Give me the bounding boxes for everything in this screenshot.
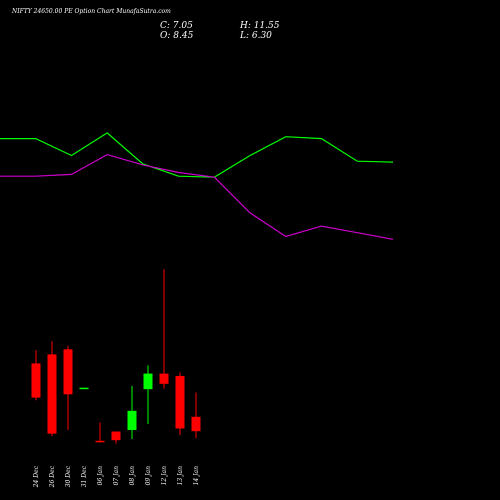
candle (31, 350, 41, 401)
candle-body (191, 416, 201, 432)
candle (47, 341, 57, 436)
candle (159, 269, 169, 389)
x-tick-label: 30 Dec (65, 465, 72, 487)
candle-body (159, 373, 169, 384)
candlesticks (31, 269, 201, 444)
x-tick-label: 07 Jan (113, 466, 120, 486)
candle-body (47, 354, 57, 434)
x-tick-label: 14 Jan (193, 466, 200, 486)
candle-body (63, 349, 73, 395)
open-value: O: 8.45 (160, 31, 194, 41)
candle-body (175, 376, 185, 429)
candle (127, 385, 137, 439)
high-value: H: 11.55 (240, 21, 280, 31)
x-tick-label: 08 Jan (129, 466, 136, 486)
candle-body (95, 440, 105, 443)
candle-body (143, 373, 153, 390)
x-tick-label: 06 Jan (97, 466, 104, 486)
x-tick-label: 09 Jan (145, 466, 152, 486)
candle (79, 387, 89, 390)
candle-body (111, 431, 121, 441)
indicator-line-2 (0, 153, 394, 240)
x-axis-labels: 24 Dec 26 Dec 30 Dec 31 Dec 06 Jan 07 Jan 08 J… (33, 465, 200, 488)
indicator-line-1 (0, 132, 394, 178)
candle-body (79, 387, 89, 390)
x-tick-label: 26 Dec (49, 465, 56, 488)
chart-title: NIFTY 24650.00 PE Option Chart MunafaSut… (12, 8, 171, 15)
x-tick-label: 12 Jan (161, 466, 168, 486)
candle (143, 365, 153, 424)
candle-body (127, 410, 137, 430)
indicator-lines (0, 132, 394, 240)
candle (111, 431, 121, 444)
candle (63, 345, 73, 430)
x-tick-label: 31 Dec (81, 465, 88, 487)
low-value: L: 6.30 (240, 31, 272, 41)
candle (191, 392, 201, 439)
candle-body (31, 363, 41, 398)
candle (95, 422, 105, 443)
close-value: C: 7.05 (160, 21, 193, 31)
x-tick-label: 24 Dec (33, 465, 40, 488)
x-tick-label: 13 Jan (177, 466, 184, 486)
candle (175, 372, 185, 436)
